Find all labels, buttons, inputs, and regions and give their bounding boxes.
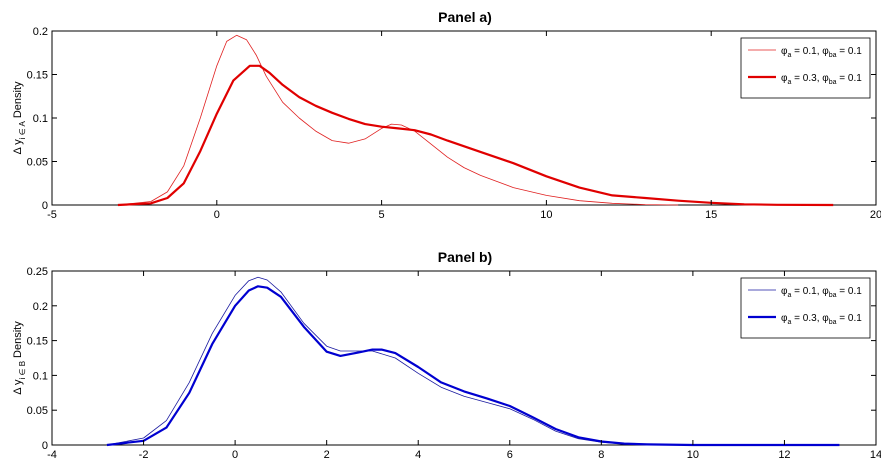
panel-b-ytick-label: 0.15 xyxy=(27,336,48,348)
panel-a: Panel a) Δ yi ∈ ADensity -5 0 5 10 15 2000.05… xyxy=(12,9,881,221)
panel-b-legend-label-1: φa = 0.1, φba = 0.1 xyxy=(781,286,862,299)
panel-b-legend-label-2: φa = 0.3, φba = 0.1 xyxy=(781,313,862,326)
panel-b-ytick-label: 0.05 xyxy=(27,405,48,417)
panel-b-xtick-label: 10 xyxy=(687,449,699,461)
panel-b-series-1-line xyxy=(106,276,840,446)
panel-b-xtick-label: 8 xyxy=(598,449,604,461)
panel-a-ytick-label: 0.2 xyxy=(33,26,48,38)
panel-b-xtick-label: -2 xyxy=(139,449,149,461)
panel-b-xtick-label: 0 xyxy=(232,449,238,461)
panel-b-ylabel: Δ yi ∈ BDensity xyxy=(12,321,27,395)
panel-b-lines xyxy=(106,276,840,447)
panel-b-xtick-label: 6 xyxy=(507,449,513,461)
panel-a-xtick-label: -5 xyxy=(47,209,57,221)
panel-b-plot-area xyxy=(51,270,877,446)
panel-a-xtick-label: 5 xyxy=(379,209,385,221)
panel-b-xtick-label: 2 xyxy=(324,449,330,461)
panel-a-xtick-label: 10 xyxy=(540,209,552,221)
panel-b-ticks: -4 -2 0 2 4 6 8 10 12 14 0 0.05 0.1 0.15 0.2 0.25 xyxy=(27,266,881,461)
panel-b-xtick-label: 12 xyxy=(778,449,790,461)
panel-a-legend-label-2: φa = 0.3, φba = 0.1 xyxy=(781,73,862,86)
panel-a-legend: φa = 0.1, φba = 0.1 φa = 0.3, φba = 0.1 xyxy=(740,37,871,99)
panel-a-xtick-label: 15 xyxy=(705,209,717,221)
panel-b-ytick-label: 0 xyxy=(42,440,48,452)
panel-a-ytick-label: 0.15 xyxy=(27,70,48,82)
panel-b-legend-box xyxy=(740,277,871,339)
panel-b-legend: φa = 0.1, φba = 0.1 φa = 0.3, φba = 0.1 xyxy=(740,277,871,339)
panel-a-xtick-label: 0 xyxy=(214,209,220,221)
panel-b-ytick-label: 0.25 xyxy=(27,266,48,278)
panel-a-ytick-label: 0 xyxy=(42,200,48,212)
panel-b-xtick-label: 14 xyxy=(870,449,881,461)
panel-b-series-2-line xyxy=(106,285,840,447)
panel-a-ytick-label: 0.05 xyxy=(27,157,48,169)
panel-a-ytick-label: 0.1 xyxy=(33,113,48,125)
panel-a-lines xyxy=(117,34,834,207)
panel-b: Panel b) Δ yi ∈ BDensity -4 -2 0 2 4 6 8 10 12 14… xyxy=(12,249,881,461)
panel-b-xtick-label: -4 xyxy=(47,449,57,461)
panel-a-legend-label-1: φa = 0.1, φba = 0.1 xyxy=(781,46,862,59)
panel-a-series-1-line xyxy=(117,34,679,206)
panel-a-title: Panel a) xyxy=(438,9,492,25)
panel-b-xtick-label: 4 xyxy=(415,449,421,461)
panel-b-ytick-label: 0.2 xyxy=(33,301,48,313)
panel-b-ytick-label: 0.1 xyxy=(33,370,48,382)
panel-a-legend-box xyxy=(740,37,871,99)
panel-a-series-2-line xyxy=(117,64,834,207)
panel-b-title: Panel b) xyxy=(438,249,492,265)
panel-a-xtick-label: 20 xyxy=(870,209,881,221)
panel-a-ylabel: Δ yi ∈ ADensity xyxy=(12,81,27,155)
